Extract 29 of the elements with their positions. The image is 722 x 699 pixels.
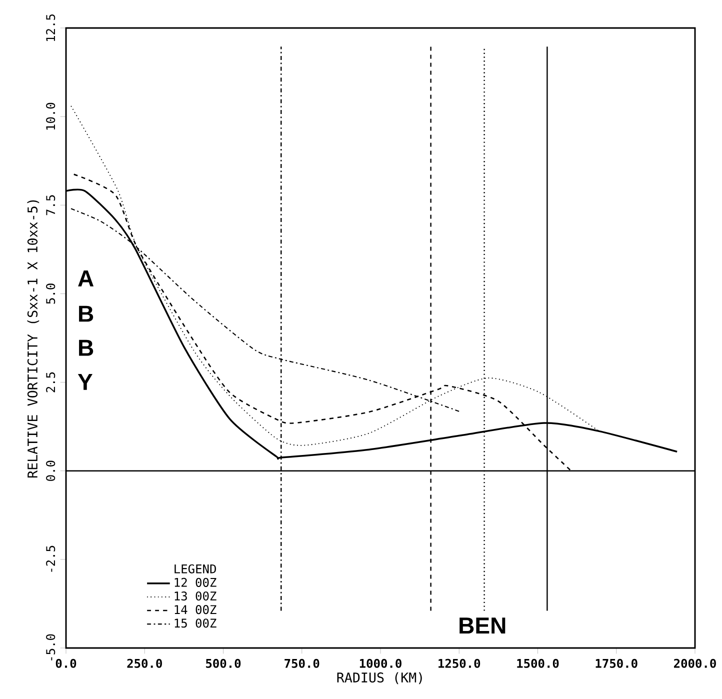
y-tick-label: -5.0: [46, 634, 56, 660]
annotation: BEN: [460, 618, 506, 634]
y-tick-label: 0.0: [46, 460, 56, 481]
x-tick-label: 500.0: [206, 658, 241, 668]
x-tick-label: 2000.0: [674, 658, 716, 668]
y-tick-label: 12.5: [46, 14, 56, 41]
legend-title: LEGEND: [174, 564, 216, 574]
x-tick-label: 1750.0: [596, 658, 638, 668]
y-tick-label: -2.5: [46, 546, 56, 572]
x-tick-label: 1500.0: [517, 658, 559, 668]
x-axis-title: RADIUS (KM): [337, 672, 422, 684]
x-tick-label: 750.0: [284, 658, 320, 668]
y-tick-label: 5.0: [46, 284, 56, 304]
y-tick-label: 2.5: [46, 372, 56, 392]
legend-label: 12 00Z: [174, 578, 216, 587]
x-tick-label: 0.0: [56, 658, 76, 668]
y-tick-label: 7.5: [46, 195, 56, 216]
annotation: Y: [78, 374, 92, 390]
x-tick-label: 1250.0: [438, 658, 480, 668]
legend-label: 15 00Z: [174, 618, 216, 628]
legend-label: 14 00Z: [174, 605, 216, 614]
legend-label: 13 00Z: [174, 591, 216, 601]
annotation: B: [79, 340, 94, 356]
y-tick-label: 10.0: [46, 102, 56, 130]
x-tick-label: 1000.0: [360, 658, 402, 668]
annotation: B: [79, 306, 94, 322]
y-axis-title: RELATIVE VORTICITY (Sxx-1 X 10xx-5): [27, 200, 40, 478]
x-tick-label: 250.0: [127, 658, 162, 668]
annotation: A: [78, 270, 94, 286]
